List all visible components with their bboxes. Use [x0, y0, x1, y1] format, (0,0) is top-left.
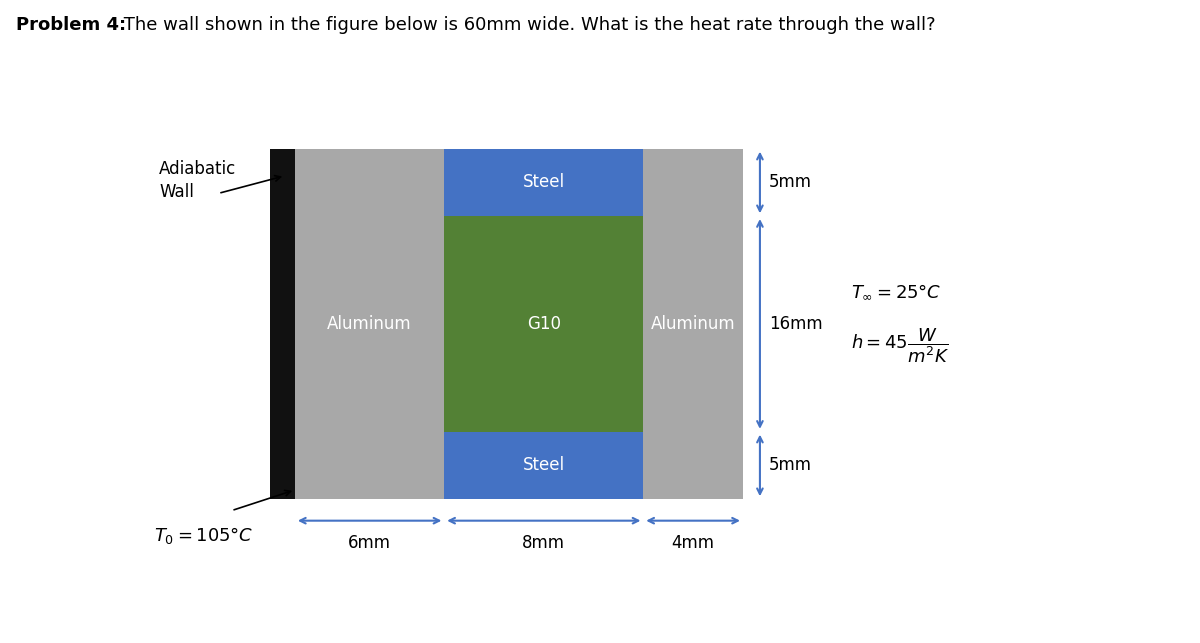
Text: Steel: Steel — [523, 174, 565, 192]
Text: Adiabatic
Wall: Adiabatic Wall — [160, 160, 236, 201]
Text: The wall shown in the figure below is 60mm wide. What is the heat rate through t: The wall shown in the figure below is 60… — [118, 16, 935, 34]
Text: 6mm: 6mm — [348, 534, 391, 552]
Text: 8mm: 8mm — [522, 534, 565, 552]
Text: Steel: Steel — [523, 457, 565, 475]
Text: 16mm: 16mm — [769, 315, 823, 333]
Bar — [444, 431, 643, 499]
Text: $h = 45\dfrac{W}{m^2K}$: $h = 45\dfrac{W}{m^2K}$ — [851, 326, 949, 365]
Text: 5mm: 5mm — [769, 457, 812, 475]
Text: G10: G10 — [527, 315, 560, 333]
Bar — [270, 149, 295, 499]
Text: Aluminum: Aluminum — [650, 315, 736, 333]
Bar — [295, 149, 743, 499]
Text: Problem 4:: Problem 4: — [16, 16, 126, 34]
Text: $T_{\infty} = 25°C$: $T_{\infty} = 25°C$ — [851, 282, 941, 301]
Bar — [444, 149, 643, 216]
Text: $T_0 = 105°C$: $T_0 = 105°C$ — [154, 525, 253, 545]
Text: 4mm: 4mm — [672, 534, 715, 552]
Text: Aluminum: Aluminum — [328, 315, 412, 333]
Text: 5mm: 5mm — [769, 174, 812, 192]
Bar — [444, 216, 643, 431]
